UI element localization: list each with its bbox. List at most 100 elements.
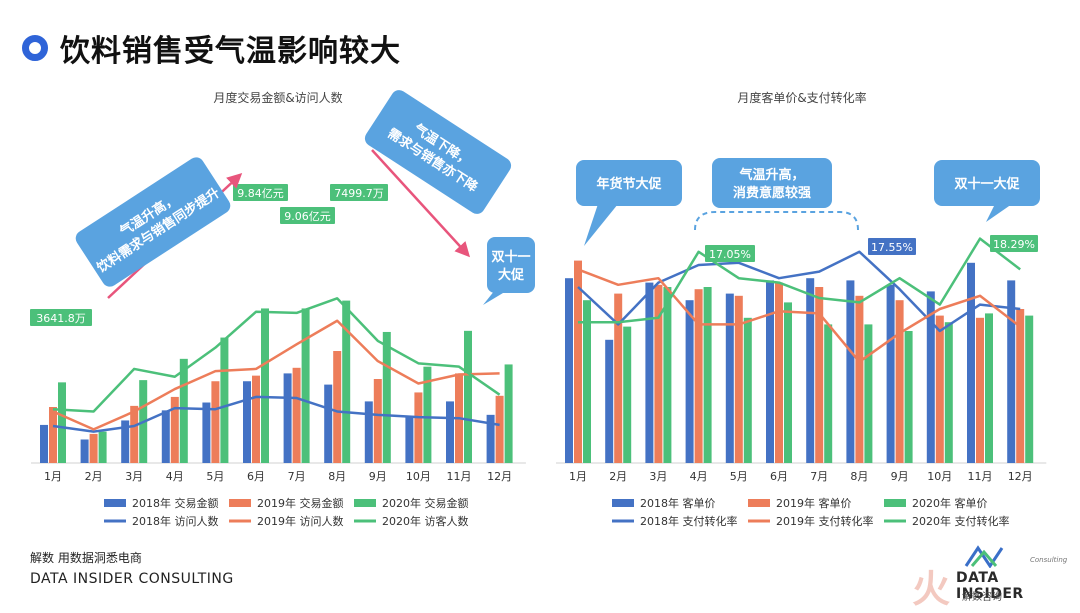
value-label-apr-bg <box>705 245 755 262</box>
bar-3-12月 <box>1025 315 1034 463</box>
bar-1-5月 <box>202 402 211 463</box>
circle-icon <box>22 35 48 61</box>
bar-1-3月 <box>645 282 654 463</box>
bar-2-9月 <box>373 379 382 463</box>
bar-3-7月 <box>824 324 833 463</box>
bar-3-8月 <box>342 300 351 463</box>
bar-3-3月 <box>663 287 672 463</box>
line-3 <box>52 297 501 413</box>
bar-3-2月 <box>98 431 107 463</box>
bar-2-7月 <box>292 367 301 463</box>
bar-3-9月 <box>904 331 913 463</box>
logo-small-text: Consulting <box>1030 556 1068 564</box>
bar-1-11月 <box>446 401 454 463</box>
logo-mark-icon <box>964 545 1004 568</box>
bar-2-9月 <box>895 300 904 463</box>
legend-swatch <box>229 499 251 507</box>
bar-3-1月 <box>58 382 66 463</box>
tick-label: 10月 <box>927 470 952 483</box>
bar-2-5月 <box>734 295 743 463</box>
bar-1-10月 <box>926 291 935 463</box>
bar-2-12月 <box>495 395 504 463</box>
bar-3-4月 <box>179 358 188 463</box>
tick-label: 9月 <box>891 470 909 483</box>
tick-label: 7月 <box>810 470 828 483</box>
legend-swatch <box>612 499 634 507</box>
callout-double11: 双十一大促 <box>483 237 535 305</box>
title-bar: 饮料销售受气温影响较大 <box>22 26 401 70</box>
bar-2-6月 <box>775 282 783 463</box>
tick-label: 8月 <box>328 470 346 483</box>
tick-label: 3月 <box>649 470 667 483</box>
legend-label: 2018年 访问人数 <box>132 514 219 528</box>
bar-3-9月 <box>382 331 391 463</box>
bar-2-7月 <box>815 287 824 463</box>
line-2 <box>577 268 1021 364</box>
logo-text: DATA INSIDER <box>956 570 1024 602</box>
bar-3-11月 <box>985 313 993 463</box>
tick-label: 1月 <box>44 470 62 483</box>
legend-label: 2019年 访问人数 <box>257 514 344 528</box>
callout-double11: 双十一大促 <box>934 160 1040 222</box>
tick-label: 11月 <box>968 470 993 483</box>
bar-1-7月 <box>283 373 292 463</box>
bar-3-5月 <box>743 317 752 463</box>
tick-label: 11月 <box>447 470 472 483</box>
value-label-nov: 18.29% <box>993 238 1035 251</box>
bar-1-4月 <box>685 300 694 463</box>
value-label-jun: 9.84亿元 <box>237 187 284 200</box>
svg-text:双十一大促: 双十一大促 <box>491 249 530 283</box>
value-label-apr: 17.05% <box>709 248 751 261</box>
bar-3-6月 <box>784 302 792 463</box>
bar-3-1月 <box>583 300 591 463</box>
bar-1-2月 <box>605 339 614 463</box>
bar-1-8月 <box>846 280 855 463</box>
bar-1-6月 <box>766 280 774 463</box>
line-3 <box>578 237 1021 324</box>
value-label-jul: 9.06亿元 <box>284 210 331 223</box>
bar-2-12月 <box>1016 309 1025 463</box>
tick-label: 12月 <box>487 470 512 483</box>
tick-label: 12月 <box>1008 470 1033 483</box>
logo-subtext: 解数咨询 <box>962 592 1002 603</box>
value-label-jan: 3641.8万 <box>36 312 86 325</box>
bar-1-11月 <box>967 262 975 463</box>
bar-1-9月 <box>364 401 373 463</box>
bar-3-5月 <box>220 337 229 463</box>
legend-label: 2020年 支付转化率 <box>912 514 1010 528</box>
bar-3-10月 <box>944 322 953 463</box>
footer-company: DATA INSIDER CONSULTING <box>30 571 234 587</box>
tick-label: 6月 <box>247 470 265 483</box>
bar-1-6月 <box>243 381 251 463</box>
page-title: 饮料销售受气温影响较大 <box>60 34 401 69</box>
company-logo: 火 Consulting DATA INSIDER 解数咨询 <box>912 544 1067 611</box>
legend-swatch <box>354 499 376 507</box>
bar-2-4月 <box>170 396 179 463</box>
bar-2-5月 <box>211 381 220 463</box>
tick-label: 1月 <box>569 470 587 483</box>
bar-2-10月 <box>935 315 944 463</box>
bar-1-12月 <box>1007 280 1016 463</box>
chart-transaction-visitors: 月度交易金额&访问人数 1月 2月 3月 4月 5月 6月 7月 8月 9月 10月 11月 12月 20… <box>30 90 535 528</box>
bar-1-10月 <box>405 417 414 463</box>
value-label-aug: 17.55% <box>871 241 913 254</box>
bar-1-8月 <box>324 384 333 463</box>
bar-3-6月 <box>261 308 269 463</box>
bar-2-2月 <box>614 293 623 463</box>
legend-label: 2019年 客单价 <box>776 496 852 510</box>
legend-swatch <box>748 499 770 507</box>
value-label-aug-bg <box>330 184 388 201</box>
bar-1-9月 <box>886 284 895 463</box>
bar-2-2月 <box>89 433 98 463</box>
tick-label: 7月 <box>288 470 306 483</box>
tick-label: 4月 <box>166 470 184 483</box>
bar-3-4月 <box>703 287 712 463</box>
bar-2-6月 <box>252 375 260 463</box>
tick-label: 10月 <box>406 470 431 483</box>
value-label-jul-bg <box>280 207 335 224</box>
legend-label: 2020年 访客人数 <box>382 514 469 528</box>
bar-3-11月 <box>464 330 472 463</box>
svg-text:年货节大促: 年货节大促 <box>596 176 662 192</box>
line-1 <box>577 250 1021 333</box>
value-label-jun-bg <box>233 184 288 201</box>
